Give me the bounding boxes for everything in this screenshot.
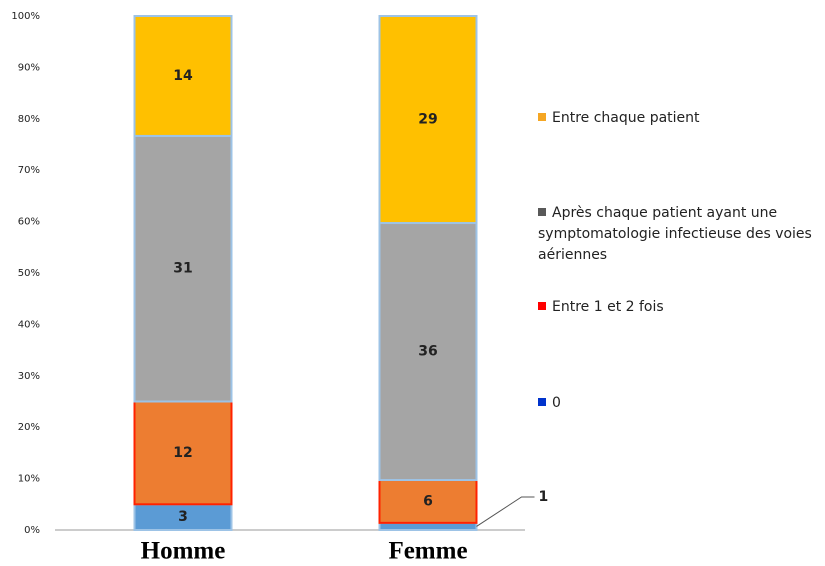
data-label: 6 [423, 493, 433, 509]
data-label: 29 [418, 112, 437, 128]
y-tick-label: 60% [18, 217, 40, 228]
data-label: 1 [539, 489, 549, 505]
y-tick-label: 50% [18, 268, 40, 279]
data-label: 14 [173, 68, 193, 84]
bar-segment [133, 503, 233, 531]
y-tick-label: 20% [18, 422, 40, 433]
y-tick-label: 10% [18, 474, 40, 485]
y-tick-label: 100% [11, 11, 40, 22]
bar-segment [133, 15, 233, 137]
data-label: 31 [173, 261, 192, 277]
y-tick-label: 40% [18, 319, 40, 330]
bar-segment [378, 15, 478, 225]
legend-label: Entre chaque patient [552, 110, 700, 126]
legend-item: 0 [538, 393, 823, 414]
legend-item: Entre 1 et 2 fois [538, 297, 823, 318]
legend-label: Entre 1 et 2 fois [552, 299, 664, 315]
y-tick-label: 30% [18, 371, 40, 382]
bar-segment [378, 222, 478, 482]
legend-label: Après chaque patient ayant une symptomat… [538, 205, 812, 263]
x-tick-label: Femme [388, 538, 467, 565]
legend-swatch [538, 113, 546, 121]
legend-item: Entre chaque patient [538, 108, 823, 129]
bar-segment [378, 479, 478, 524]
y-tick-label: 90% [18, 62, 40, 73]
data-label: 36 [418, 344, 437, 360]
y-tick-label: 80% [18, 114, 40, 125]
y-tick-label: 0% [24, 525, 40, 536]
legend-item: Après chaque patient ayant une symptomat… [538, 203, 823, 266]
bar-segment [378, 521, 478, 531]
legend-swatch [538, 398, 546, 406]
leader-line [476, 496, 535, 527]
x-tick-label: Homme [141, 538, 226, 565]
legend-swatch [538, 208, 546, 216]
y-tick-label: 70% [18, 165, 40, 176]
legend-swatch [538, 302, 546, 310]
legend-label: 0 [552, 395, 561, 411]
data-label: 12 [173, 445, 192, 461]
data-label: 3 [178, 509, 188, 525]
